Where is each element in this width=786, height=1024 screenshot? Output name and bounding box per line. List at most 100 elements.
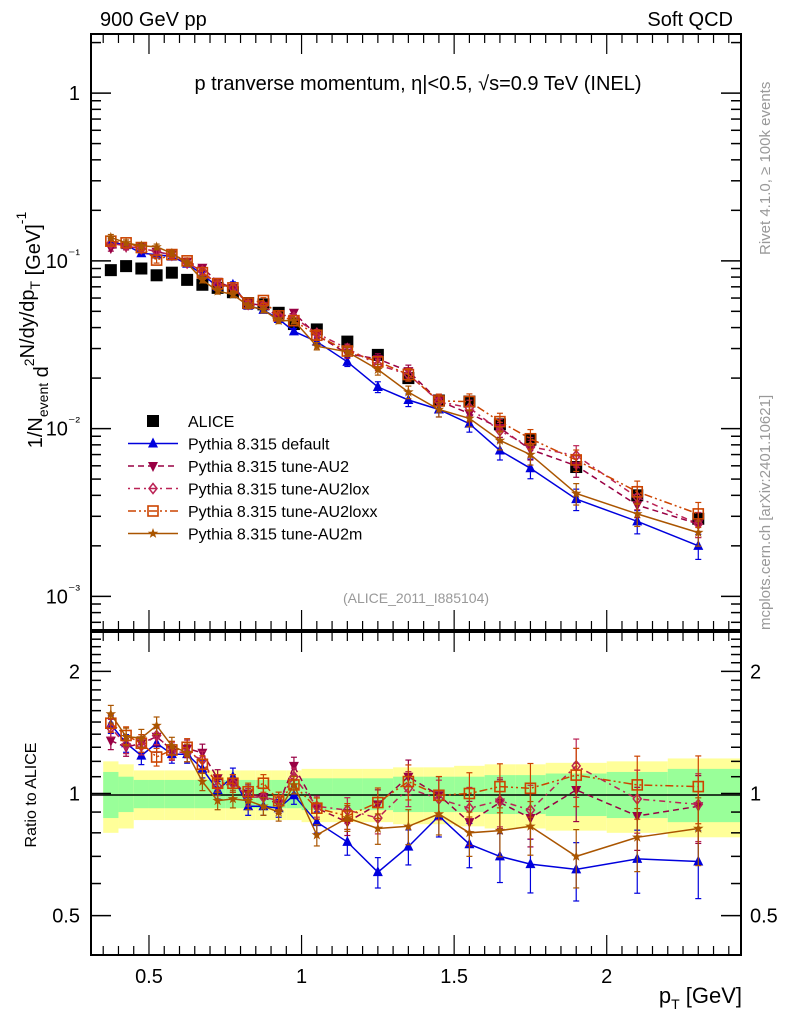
data-point [525,462,536,473]
data-point [120,731,132,742]
data-point [135,262,148,275]
data-point [212,285,223,296]
data-point [288,761,299,772]
ratio-y-tick-label: 1 [69,784,80,806]
data-point [311,329,323,342]
data-point [273,315,284,326]
data-point [227,793,239,804]
band-stat [148,779,165,809]
x-axis-label: pT [GeV] [659,983,742,1012]
data-point [342,835,353,846]
ratio-axes: 2 2 1 1 0.5 0.5 0.5 1 1.5 2 [52,632,778,988]
data-point [258,800,269,811]
side-label-top: Rivet 4.1.0, ≥ 100k events [757,82,774,255]
header-right: Soft QCD [647,9,733,31]
data-point [150,269,163,282]
data-point [463,395,476,408]
data-point [181,273,194,286]
data-point [257,777,270,790]
data-point [273,806,284,817]
data-point [104,264,117,277]
band-stat [179,779,195,809]
data-point [136,240,147,251]
y-tick-label: 10⁻² [46,414,81,441]
data-point [525,449,536,459]
x-tick-label: 2 [601,966,612,988]
series-line-pythia-8-315-tune-au2m [110,713,699,858]
data-point [342,355,353,366]
tick-base: 10 [46,419,68,441]
data-point [288,779,300,790]
data-point [151,729,162,742]
data-point [571,850,582,861]
data-point [197,274,208,285]
x-tick-label: 0.5 [135,966,163,988]
ratio-ylabel: Ratio to ALICE [23,743,40,848]
data-point [570,454,583,466]
ylabel-part: 1/N [25,417,47,448]
legend-marker [147,415,159,427]
legend-marker [148,437,158,448]
data-point [433,808,445,819]
data-point [524,782,537,795]
ylabel-part: T [27,280,43,289]
band-stat [164,779,180,809]
annotation: (ALICE_2011_I885104) [343,590,489,606]
legend-label: Pythia 8.315 tune-AU2m [188,527,362,544]
legend-item-pythia-8-315-default: Pythia 8.315 default [128,437,330,454]
ylabel-part: event [35,383,51,417]
data-point [165,266,178,279]
data-point [181,257,193,268]
ylabel-part: -1 [13,212,29,225]
data-point [372,866,383,877]
data-point [693,823,704,833]
legend-item-pythia-8-315-tune-au2lox: Pythia 8.315 tune-AU2lox [128,482,369,499]
data-point [288,315,300,326]
legend-label: Pythia 8.315 tune-AU2lox [188,482,369,499]
tick-exponent: ⁻³ [68,581,80,597]
legend-label: Pythia 8.315 tune-AU2loxx [188,504,377,521]
header-left: 900 GeV pp [100,9,207,31]
x-tick-label: 1.5 [440,966,468,988]
ratio-y-tick-label: 0.5 [52,906,80,928]
ratio-y-tick-label-right: 2 [750,661,761,683]
data-point [494,415,506,428]
data-point [242,795,254,806]
series-line-pythia-8-315-tune-au2 [110,246,699,525]
ratio-marks [105,704,705,902]
data-point [166,247,178,258]
data-point [632,831,643,842]
data-point [571,488,582,498]
data-point [372,380,383,391]
data-point [211,777,224,790]
data-point [227,289,239,299]
data-point [105,231,117,242]
data-point [151,720,162,730]
tick-base: 10 [46,586,68,608]
data-point [692,508,705,520]
data-point [311,829,323,840]
data-point [288,325,299,336]
data-point [372,823,384,833]
data-point [692,780,705,793]
data-point [121,738,132,751]
main-panel: 110⁻¹10⁻²10⁻³ p tranverse momentum, η|<0… [13,33,742,631]
legend-label: ALICE [188,414,234,431]
data-point [403,820,414,831]
data-point [150,751,163,763]
legend-item-pythia-8-315-tune-au2loxx: Pythia 8.315 tune-AU2loxx [128,504,377,521]
data-point [494,434,506,445]
data-point [105,736,116,747]
ylabel-part: N/dy/dp [17,289,39,358]
data-point [166,740,178,751]
legend-marker [148,462,158,472]
data-point [242,300,254,311]
xlabel-unit: [GeV] [680,983,742,1008]
data-point [403,386,414,397]
data-point [693,527,704,537]
data-point [120,237,132,248]
legend-marker [148,482,158,495]
ratio-y-tick-label: 2 [69,661,80,683]
ratio-panel: 2 2 1 1 0.5 0.5 0.5 1 1.5 2 Ratio to ALICE pT [Ge… [23,631,778,1012]
x-tick-label: 1 [296,966,307,988]
